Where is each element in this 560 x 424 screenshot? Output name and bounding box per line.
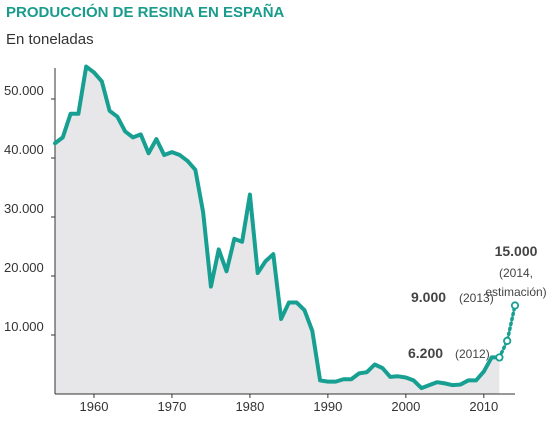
area-fill	[55, 66, 500, 395]
y-tick-label: 50.000	[4, 83, 44, 98]
annotation-2012: 6.200 (2012)	[408, 345, 490, 361]
y-tick-label: 10.000	[4, 319, 44, 334]
x-tick-label: 1960	[80, 399, 109, 414]
annotation-2014-value: 15.000	[495, 243, 538, 259]
y-tick-label: 30.000	[4, 201, 44, 216]
x-tick-label: 2000	[391, 399, 420, 414]
chart-title: PRODUCCIÓN DE RESINA EN ESPAÑA	[6, 3, 285, 21]
x-tick-label: 2010	[469, 399, 498, 414]
annotation-2013: 9.000 (2013)	[411, 289, 494, 305]
estimate-points	[495, 301, 520, 362]
annotation-2012-note: (2012)	[455, 347, 490, 361]
series-line-historical	[53, 64, 502, 391]
y-tick-label: 40.000	[4, 142, 44, 157]
estimate-point-2013	[503, 336, 512, 345]
x-tick-label: 1990	[313, 399, 342, 414]
estimate-point-2014	[510, 301, 520, 310]
y-tick-label: 20.000	[4, 260, 44, 275]
y-axis-ticks: 10.000 20.000 30.000 40.000 50.000	[4, 83, 55, 336]
x-tick-label: 1970	[157, 399, 186, 414]
series-line-estimate	[497, 303, 517, 360]
estimate-point-2012	[495, 353, 504, 362]
annotation-2013-value: 9.000	[411, 289, 446, 305]
annotation-2014: 15.000 (2014, estimación)	[485, 243, 546, 299]
x-axis-ticks: 1960 1970 1980 1990 2000 2010	[80, 394, 498, 414]
x-tick-label: 1980	[235, 399, 264, 414]
annotation-2013-note: (2013)	[459, 291, 494, 305]
annotation-2014-note-line1: (2014,	[499, 266, 533, 280]
annotation-2014-note-line2: estimación)	[485, 285, 546, 299]
chart-subtitle: En toneladas	[6, 31, 94, 48]
annotation-2012-value: 6.200	[408, 345, 443, 361]
